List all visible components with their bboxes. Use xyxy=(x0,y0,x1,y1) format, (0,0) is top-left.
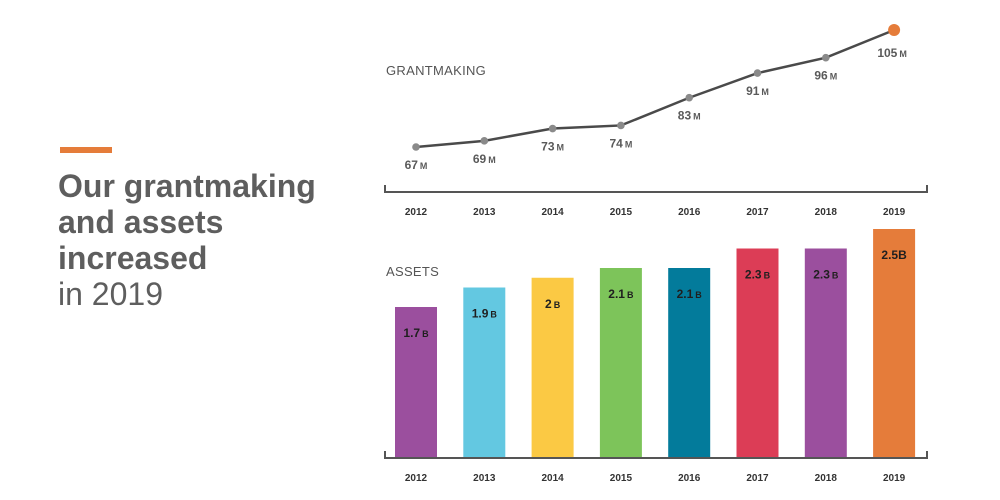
grantmaking-value-label-2012: 67 M xyxy=(405,158,428,172)
grantmaking-year-2018: 2018 xyxy=(815,207,838,218)
assets-year-2012: 2012 xyxy=(405,473,428,484)
assets-bar-2018 xyxy=(804,248,847,458)
assets-bar-2014 xyxy=(531,277,574,458)
assets-bar-2016 xyxy=(668,268,711,458)
assets-year-2013: 2013 xyxy=(473,473,496,484)
assets-value-label-2012: 1.7 B xyxy=(403,326,429,340)
assets-axis xyxy=(384,451,928,459)
grantmaking-point-2015 xyxy=(617,121,625,130)
grantmaking-point-2018 xyxy=(822,53,830,62)
assets-bar-2019 xyxy=(873,229,916,458)
grantmaking-point-2019 xyxy=(888,24,901,36)
grantmaking-series: 67 M 69 M 73 M 74 M 83 M 91 M 96 M 105 M xyxy=(405,24,907,172)
grantmaking-year-labels: 2012 2013 2014 2015 2016 2017 2018 2019 xyxy=(405,207,906,218)
grantmaking-axis xyxy=(384,185,928,193)
grantmaking-value-label-2016: 83 M xyxy=(678,109,701,123)
assets-bar-2013 xyxy=(463,287,506,458)
assets-value-label-2015: 2.1 B xyxy=(608,287,634,301)
grantmaking-value-label-2017: 91 M xyxy=(746,84,769,98)
assets-value-label-2017: 2.3 B xyxy=(745,268,771,282)
assets-value-label-2018: 2.3 B xyxy=(813,268,839,282)
assets-year-2014: 2014 xyxy=(541,473,564,484)
assets-year-labels: 2012 2013 2014 2015 2016 2017 2018 2019 xyxy=(405,473,906,484)
grantmaking-line xyxy=(415,28,895,149)
grantmaking-year-2012: 2012 xyxy=(405,207,428,218)
grantmaking-point-2016 xyxy=(685,93,693,102)
grantmaking-value-label-2019: 105 M xyxy=(877,46,907,60)
assets-bar-2017 xyxy=(736,248,779,458)
assets-year-2019: 2019 xyxy=(883,473,906,484)
grantmaking-year-2014: 2014 xyxy=(541,207,564,218)
accent-bar xyxy=(60,147,112,153)
grantmaking-point-2014 xyxy=(548,124,557,133)
grantmaking-year-2013: 2013 xyxy=(473,207,496,218)
headline-line-1: Our grantmaking xyxy=(58,168,316,204)
grantmaking-point-2013 xyxy=(480,137,489,145)
headline-line-2: and assets xyxy=(58,204,224,240)
grantmaking-value-label-2014: 73 M xyxy=(541,140,564,154)
grantmaking-point-2017 xyxy=(753,69,762,77)
grantmaking-point-2012 xyxy=(412,143,420,151)
grantmaking-year-2017: 2017 xyxy=(746,207,769,218)
assets-value-label-2013: 1.9 B xyxy=(472,307,498,321)
headline-line-3: increased xyxy=(58,240,208,276)
grantmaking-year-2015: 2015 xyxy=(610,207,633,218)
grantmaking-year-2019: 2019 xyxy=(883,207,906,218)
assets-value-label-2016: 2.1 B xyxy=(677,287,703,301)
assets-bar-2015 xyxy=(599,268,642,458)
assets-year-2015: 2015 xyxy=(610,473,633,484)
grantmaking-year-2016: 2016 xyxy=(678,207,701,218)
grantmaking-title: GRANTMAKING xyxy=(386,63,486,78)
assets-year-2017: 2017 xyxy=(746,473,769,484)
assets-bars: 1.7 B 1.9 B 2 B 2.1 B 2.1 B 2.3 B 2.3 B 2.5B xyxy=(395,229,916,458)
assets-title: ASSETS xyxy=(386,264,439,279)
grantmaking-value-label-2015: 74 M xyxy=(609,136,632,150)
assets-year-2016: 2016 xyxy=(678,473,701,484)
grantmaking-value-label-2018: 96 M xyxy=(814,69,837,83)
headline: Our grantmaking and assets increased in … xyxy=(58,168,358,312)
assets-bar-2012 xyxy=(395,307,437,458)
assets-value-label-2019: 2.5B xyxy=(881,248,907,262)
assets-year-2018: 2018 xyxy=(815,473,838,484)
grantmaking-value-label-2013: 69 M xyxy=(473,152,496,166)
headline-line-4: in 2019 xyxy=(58,276,163,312)
